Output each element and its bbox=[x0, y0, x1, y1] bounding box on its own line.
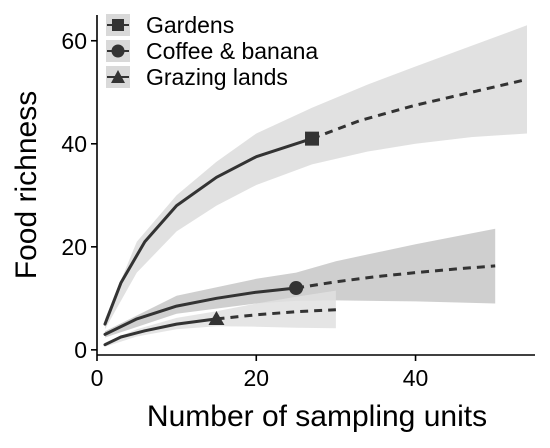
markers bbox=[208, 131, 320, 325]
legend-square-marker bbox=[112, 19, 124, 31]
legend-item-gardens: Gardens bbox=[106, 12, 234, 38]
legend: Gardens Coffee & banana Grazing lands bbox=[106, 12, 318, 90]
y-tick-label: 0 bbox=[74, 337, 87, 363]
x-ticks: 0 20 40 bbox=[91, 355, 429, 391]
extrapolated-line-gardens bbox=[311, 77, 528, 141]
y-tick-label: 60 bbox=[61, 28, 87, 54]
x-tick-label: 0 bbox=[91, 365, 104, 391]
x-axis-title: Number of sampling units bbox=[147, 400, 487, 433]
legend-triangle-marker bbox=[111, 70, 125, 83]
interpolated-line-grazing-lands bbox=[103, 317, 218, 347]
curves bbox=[103, 77, 528, 347]
x-tick-label: 20 bbox=[243, 365, 269, 391]
x-tick-label: 40 bbox=[403, 365, 429, 391]
y-tick-label: 40 bbox=[61, 131, 87, 157]
y-ticks: 0 20 40 60 bbox=[61, 28, 97, 363]
y-axis-title: Food richness bbox=[10, 91, 43, 279]
extrapolated-line-grazing-lands bbox=[216, 308, 336, 321]
interpolated-line-gardens bbox=[103, 137, 314, 326]
legend-label-grazing-lands: Grazing lands bbox=[146, 64, 288, 90]
y-tick-label: 20 bbox=[61, 234, 87, 260]
extrapolated-line-coffee-banana bbox=[295, 264, 496, 290]
legend-item-grazing-lands: Grazing lands bbox=[106, 64, 288, 90]
observed-marker-coffee-banana bbox=[289, 281, 304, 296]
ci-band-gardens bbox=[105, 25, 527, 330]
interpolated-line-coffee-banana bbox=[103, 286, 298, 336]
legend-circle-marker bbox=[111, 44, 125, 58]
observed-marker-grazing-lands bbox=[208, 310, 225, 325]
legend-label-coffee-banana: Coffee & banana bbox=[146, 38, 318, 64]
legend-item-coffee-banana: Coffee & banana bbox=[106, 38, 318, 64]
legend-label-gardens: Gardens bbox=[146, 12, 234, 38]
observed-marker-gardens bbox=[305, 131, 320, 146]
